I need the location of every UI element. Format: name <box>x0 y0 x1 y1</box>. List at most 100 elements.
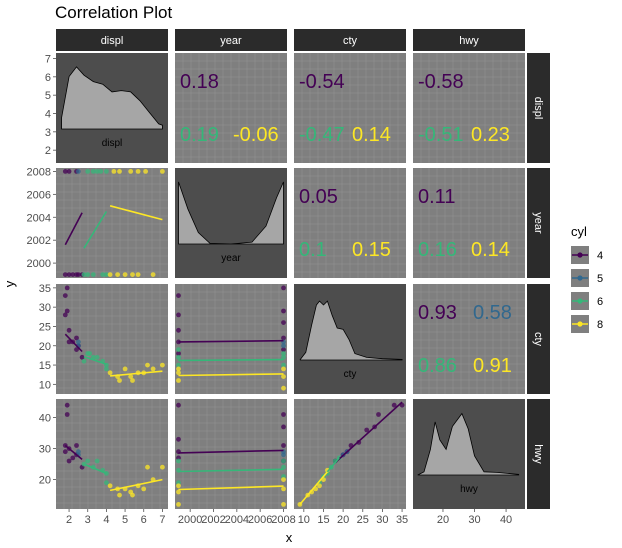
y-axis-title: y <box>2 280 17 287</box>
scatter-point <box>66 327 72 333</box>
diagonal-label-hwy: hwy <box>460 484 478 495</box>
strip-right-hwy <box>527 399 550 509</box>
scatter-point <box>100 272 106 277</box>
x-axis-title: x <box>286 530 293 545</box>
y-tick-label-displ: 7 <box>45 54 51 66</box>
corr-overall-year-hwy: 0.11 <box>418 186 455 208</box>
scatter-point <box>90 169 96 174</box>
strip-top-displ <box>56 29 168 51</box>
y-tick-label-hwy: 40 <box>39 413 51 425</box>
x-tick-label-displ: 5 <box>122 514 128 526</box>
scatter-point <box>176 489 181 495</box>
scatter-point <box>160 464 165 470</box>
diagonal-label-displ: displ <box>102 138 123 149</box>
scatter-point <box>281 308 286 314</box>
strip-top-hwy <box>413 29 525 51</box>
scatter-point <box>79 354 85 360</box>
scatter-point <box>85 458 91 464</box>
scatter-point <box>76 272 81 277</box>
corr-overall-displ-hwy: -0.58 <box>418 71 464 93</box>
scatter-point <box>128 374 134 379</box>
scatter-point <box>176 370 181 376</box>
scatter-point <box>104 480 109 486</box>
scatter-point <box>135 272 141 277</box>
strip-right-label-hwy: hwy <box>532 444 544 464</box>
scatter-point <box>66 339 72 345</box>
scatter-point <box>160 169 165 174</box>
y-tick-label-displ: 3 <box>45 127 51 139</box>
x-tick-label-year: 2000 <box>178 514 202 526</box>
scatter-point <box>281 458 286 464</box>
strip-right-label-displ: displ <box>532 97 544 120</box>
scatter-point <box>76 449 81 455</box>
scatter-point <box>107 370 113 376</box>
strip-top-label-hwy: hwy <box>459 35 479 47</box>
strip-right-label-cty: cty <box>532 332 544 347</box>
scatter-point <box>364 427 370 433</box>
corr-overall-displ-year: 0.18 <box>180 71 219 93</box>
corr-overall-year-cty: 0.05 <box>299 186 338 208</box>
fit-line-4 <box>64 212 83 246</box>
scatter-point <box>176 362 181 368</box>
y-tick-label-cty: 35 <box>39 283 51 295</box>
diagonal-label-cty: cty <box>344 369 357 380</box>
x-tick-label-displ: 2 <box>66 514 72 526</box>
fit-line-6 <box>178 358 284 362</box>
scatter-point <box>107 272 113 277</box>
scatter-point <box>281 374 286 379</box>
corr-overall-cty-hwy: 0.93 <box>418 302 457 324</box>
scatter-point <box>160 362 165 368</box>
scatter-point <box>85 169 91 174</box>
scatter-point <box>64 285 70 291</box>
x-tick-label-cty: 10 <box>298 514 310 526</box>
fit-line-4 <box>178 339 284 343</box>
scatter-point <box>94 458 100 464</box>
x-tick-label-cty: 25 <box>357 514 369 526</box>
scatter-point <box>64 402 70 408</box>
strip-right-label-year: year <box>532 212 544 234</box>
scatter-point <box>90 354 96 360</box>
scatter-point <box>74 443 79 448</box>
corr-group-6-displ-year: 0.19 <box>180 124 219 146</box>
scatter-point <box>128 169 134 174</box>
x-tick-label-hwy: 30 <box>468 514 480 526</box>
scatter-point <box>317 483 322 489</box>
x-tick-label-displ: 4 <box>103 514 109 526</box>
corr-group-5-cty-hwy: 0.58 <box>473 302 512 324</box>
scatter-point <box>85 272 91 277</box>
fit-line-8 <box>109 205 163 221</box>
scatter-point <box>70 455 76 461</box>
scatter-point <box>281 320 286 325</box>
corr-group-6-displ-hwy: -0.51 <box>418 124 464 146</box>
scatter-point <box>104 272 109 277</box>
corr-group-6-cty-hwy: 0.86 <box>418 355 457 377</box>
scatter-point <box>104 366 109 372</box>
y-tick-label-displ: 2 <box>45 145 51 157</box>
y-tick-label-cty: 15 <box>39 360 51 372</box>
scatter-point <box>281 335 286 341</box>
diagonal-label-year: year <box>221 253 241 264</box>
legend-label-5: 5 <box>597 273 603 285</box>
x-tick-label-year: 2008 <box>271 514 295 526</box>
fit-line-8 <box>109 478 163 492</box>
y-tick-label-displ: 4 <box>45 109 51 121</box>
scatter-point <box>74 347 79 352</box>
scatter-point <box>150 272 156 277</box>
scatter-point <box>62 169 68 174</box>
density-curve-displ <box>61 66 163 130</box>
scatter-point <box>281 366 286 372</box>
scatter-point <box>281 412 286 417</box>
corr-group-6-year-cty: 0.1 <box>299 239 327 261</box>
fit-line-4 <box>334 401 403 464</box>
scatter-point <box>64 308 70 314</box>
y-tick-label-hwy: 30 <box>39 444 51 456</box>
y-tick-label-cty: 30 <box>39 302 51 314</box>
scatter-point <box>281 347 286 352</box>
y-tick-label-displ: 6 <box>45 72 51 84</box>
corr-group-8-displ-cty: 0.14 <box>352 124 391 146</box>
scatter-point <box>81 358 87 364</box>
x-tick-label-cty: 15 <box>317 514 329 526</box>
scatter-point <box>94 354 100 360</box>
scatter-point <box>176 327 181 333</box>
scatter-point <box>66 272 72 277</box>
